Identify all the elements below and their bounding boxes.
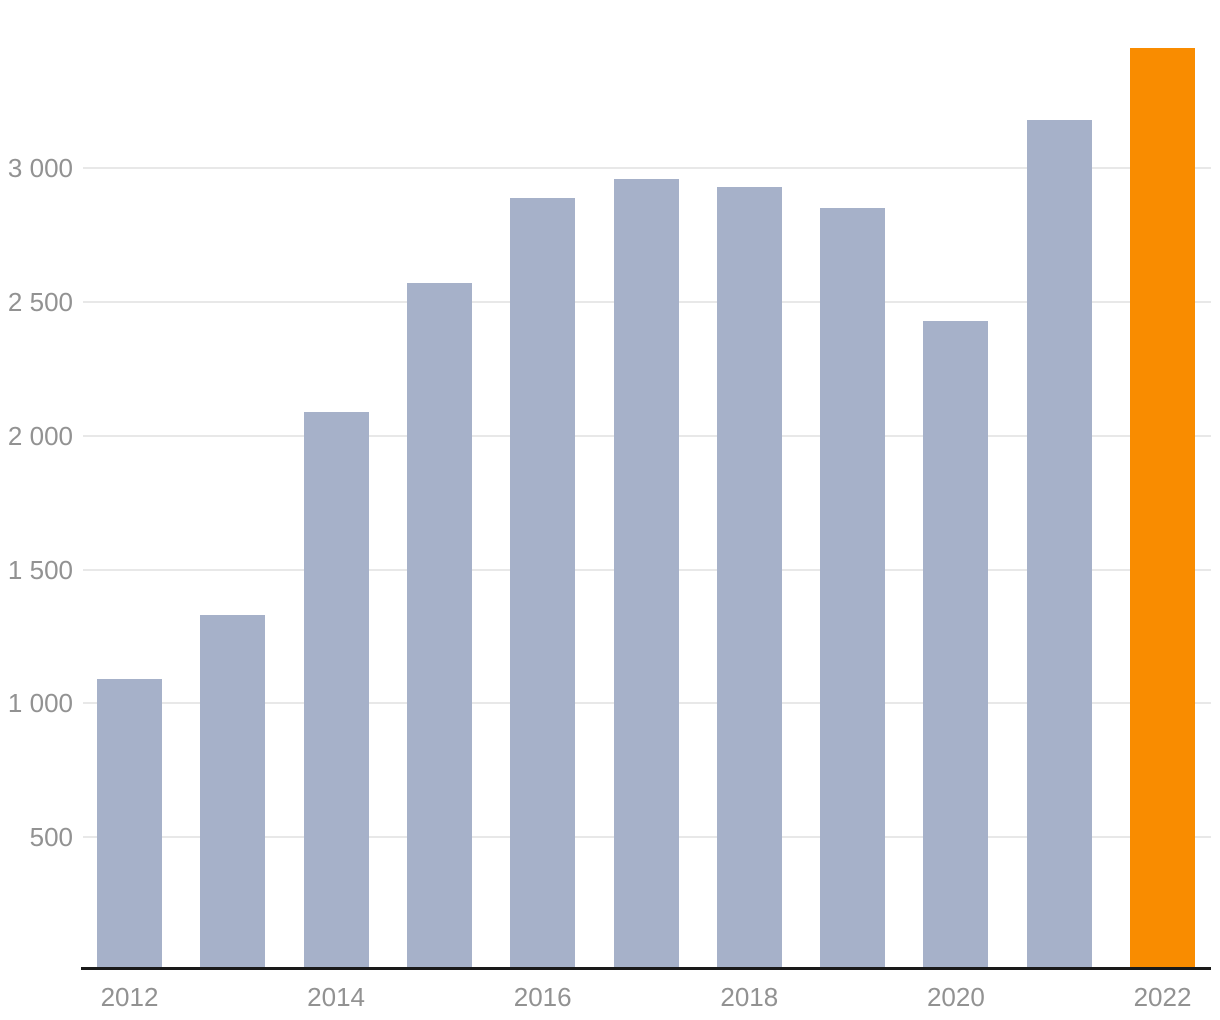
bar-2019[interactable] bbox=[820, 208, 886, 968]
x-axis-label: 2012 bbox=[100, 982, 159, 1012]
bar-2017[interactable] bbox=[613, 178, 679, 968]
y-axis-label: 2 500 bbox=[7, 287, 73, 317]
bar-2015[interactable] bbox=[406, 283, 472, 968]
bar-2020[interactable] bbox=[923, 320, 989, 968]
x-axis-label: 2016 bbox=[513, 982, 572, 1012]
bar-2014[interactable] bbox=[303, 411, 369, 968]
gridline-3000 bbox=[83, 167, 1211, 170]
y-axis-label: 3 000 bbox=[7, 153, 73, 184]
x-axis-label: 2022 bbox=[1133, 982, 1192, 1012]
x-axis-label: 2020 bbox=[926, 982, 985, 1012]
bar-2016[interactable] bbox=[510, 197, 576, 968]
y-axis-label: 1 000 bbox=[7, 688, 73, 719]
bar-2021[interactable] bbox=[1026, 120, 1092, 968]
x-axis-label: 2014 bbox=[307, 982, 366, 1012]
y-axis-label: 2 000 bbox=[7, 420, 73, 451]
bar-2012[interactable] bbox=[97, 679, 162, 968]
bar-2018[interactable] bbox=[716, 186, 782, 968]
y-axis-label: 1 500 bbox=[7, 554, 73, 585]
bar-2013[interactable] bbox=[200, 615, 266, 968]
x-axis-label: 2018 bbox=[720, 982, 779, 1012]
y-axis-label: 500 bbox=[29, 822, 73, 853]
x-axis-line bbox=[81, 967, 1211, 970]
bar-2022[interactable] bbox=[1130, 47, 1195, 968]
